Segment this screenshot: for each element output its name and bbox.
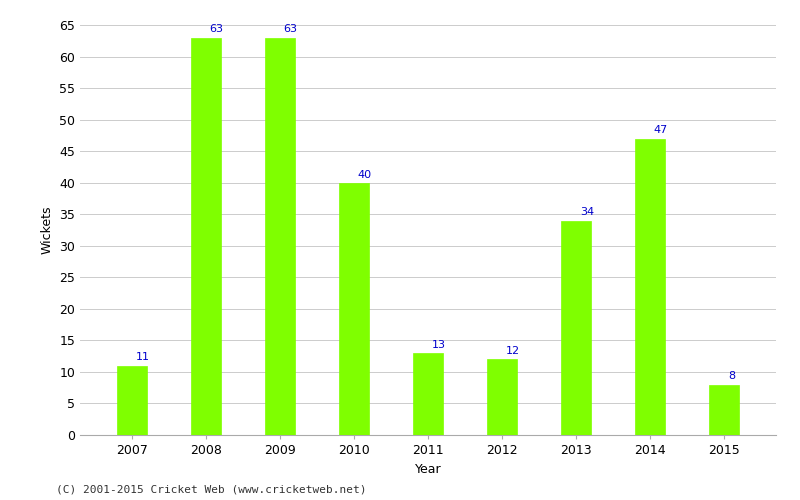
Bar (562, 220, 591, 435)
X-axis label: Year: Year (414, 462, 442, 475)
Text: 11: 11 (135, 352, 150, 362)
Bar (413, 353, 443, 435)
Text: 34: 34 (580, 208, 594, 218)
Y-axis label: Wickets: Wickets (41, 206, 54, 254)
Text: (C) 2001-2015 Cricket Web (www.cricketweb.net): (C) 2001-2015 Cricket Web (www.cricketwe… (56, 485, 366, 495)
Bar (487, 360, 517, 435)
Bar (265, 38, 294, 435)
Bar (117, 366, 146, 435)
Text: 12: 12 (506, 346, 520, 356)
Text: 40: 40 (358, 170, 372, 179)
Text: 8: 8 (728, 372, 735, 382)
Text: 47: 47 (654, 126, 668, 136)
Text: 63: 63 (210, 24, 223, 34)
Bar (710, 384, 739, 435)
Bar (339, 182, 369, 435)
Text: 63: 63 (284, 24, 298, 34)
Bar (191, 38, 221, 435)
Bar (635, 138, 665, 435)
Text: 13: 13 (432, 340, 446, 350)
